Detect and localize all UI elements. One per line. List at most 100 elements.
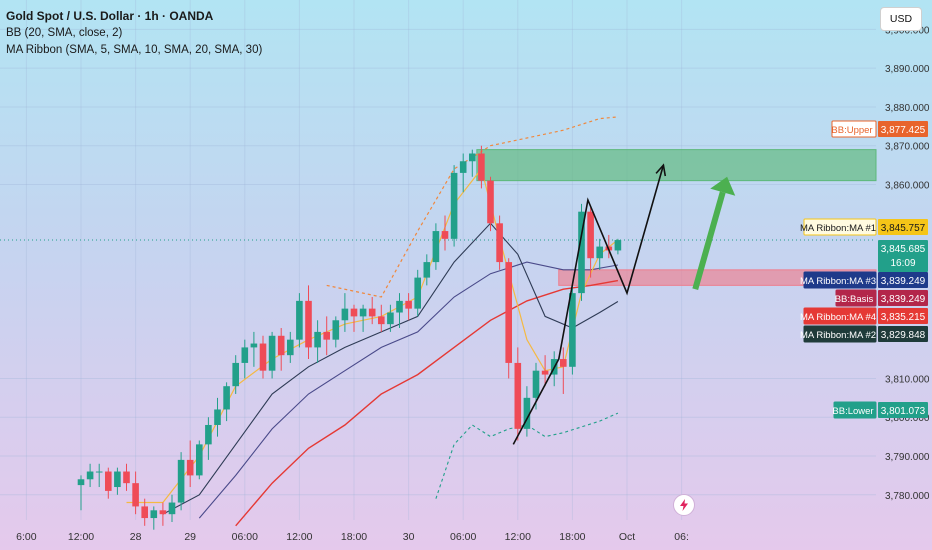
projection-arrowhead — [655, 163, 667, 177]
candle-body — [450, 172, 458, 239]
price-tick-label: 3,880.000 — [885, 103, 930, 114]
candle-body — [287, 339, 294, 356]
price-tick-label: 3,890.000 — [885, 64, 930, 75]
time-tick-label: 06: — [674, 531, 689, 543]
candle-body — [241, 347, 249, 363]
projection-path — [512, 164, 665, 445]
bullish-arrow-shaft — [692, 191, 726, 291]
price-label-value: 3,839.249 — [881, 276, 926, 287]
time-tick-label: 06:00 — [232, 531, 258, 543]
candle-body — [532, 370, 540, 398]
chart-legend: Gold Spot / U.S. Dollar · 1h · OANDA BB … — [6, 8, 262, 59]
candle-body — [459, 161, 467, 173]
price-label-value-box — [878, 402, 928, 418]
price-label-name: BB:Upper — [831, 125, 872, 136]
ma4-line — [235, 279, 619, 527]
price-label: BB:Lower 3,801.073 — [832, 401, 928, 419]
candle-body — [441, 231, 449, 239]
flash-icon[interactable] — [673, 494, 695, 516]
candle-body — [223, 386, 230, 410]
candles — [77, 145, 622, 530]
price-label: MA Ribbon:MA #4 3,835.215 — [800, 307, 928, 325]
price-label-name-box — [835, 289, 877, 307]
candle-body — [259, 343, 267, 371]
price-label-name-box — [803, 271, 877, 289]
candle-body — [177, 459, 185, 503]
candle-body — [86, 471, 94, 480]
price-tick-label: 3,810.000 — [885, 374, 930, 385]
candle-body — [159, 510, 167, 515]
price-label-name: MA Ribbon:MA #1 — [800, 223, 876, 234]
price-label: MA Ribbon:MA #2 3,829.848 — [800, 325, 928, 343]
price-label-name: MA Ribbon:MA #4 — [800, 312, 876, 323]
time-tick-label: 6:00 — [16, 531, 37, 543]
candle-body — [186, 459, 194, 476]
candle-body — [478, 153, 485, 181]
symbol-title[interactable]: Gold Spot / U.S. Dollar · 1h · OANDA — [6, 9, 214, 23]
price-tick-label: 3,800.000 — [885, 413, 930, 424]
candle-body — [214, 409, 221, 425]
price-label-name-box — [831, 120, 877, 138]
price-label-name-box — [803, 218, 877, 236]
time-tick-label: 29 — [184, 531, 196, 543]
ma3-line — [198, 261, 618, 519]
bb-indicator-label[interactable]: BB (20, SMA, close, 2) — [6, 27, 123, 39]
candle-body — [196, 444, 203, 476]
candle-body — [168, 502, 176, 515]
price-label-value-box — [878, 219, 928, 235]
price-label-value: 3,845.757 — [881, 223, 926, 234]
time-tick-label: 18:00 — [559, 531, 585, 543]
price-label-value: 3,835.215 — [881, 312, 926, 323]
candle-body — [432, 231, 440, 263]
candle-body — [469, 153, 476, 162]
lightning-bolt-icon — [680, 499, 688, 511]
candle-body — [541, 370, 549, 375]
target-zone — [476, 149, 877, 182]
price-label-value: 3,845.685 — [881, 244, 926, 255]
candle-body — [95, 471, 103, 473]
candle-body — [277, 335, 285, 356]
candle-body — [114, 471, 121, 488]
price-tick-label: 3,860.000 — [885, 181, 930, 192]
price-label-value-box — [878, 272, 928, 288]
price-label-value-box — [878, 326, 928, 342]
price-label-name: MA Ribbon:MA #3 — [800, 276, 876, 287]
candle-body — [396, 300, 403, 313]
candle-body — [578, 211, 585, 294]
currency-button[interactable]: USD — [880, 7, 922, 31]
candle-body — [423, 262, 431, 278]
candle-body — [232, 362, 239, 387]
candle-body — [105, 471, 112, 491]
candle-body — [378, 316, 385, 325]
candle-body — [341, 308, 349, 321]
candle-body — [496, 223, 503, 263]
candle-body — [205, 424, 212, 445]
candle-body — [141, 506, 148, 519]
price-label-value-box — [878, 290, 928, 306]
candle-body — [359, 308, 367, 317]
ma-ribbon-indicator-label[interactable]: MA Ribbon (SMA, 5, SMA, 10, SMA, 20, SMA… — [6, 44, 263, 56]
candle-body — [405, 300, 412, 309]
price-label-name-box — [803, 307, 877, 325]
price-tick-label: 3,780.000 — [885, 491, 930, 502]
candle-body — [305, 300, 312, 348]
time-axis: 6:00 12:00 28 29 06:00 12:00 18:00 30 06:00 12:00… — [16, 531, 689, 543]
candle-body — [587, 211, 594, 259]
candle-body — [505, 262, 512, 363]
ma2-line — [162, 222, 619, 515]
candle-body — [296, 300, 303, 340]
price-label-value-box — [878, 121, 928, 137]
candle-body — [250, 343, 258, 348]
candle-body — [314, 331, 321, 348]
time-tick-label: 18:00 — [341, 531, 367, 543]
candle-body — [487, 180, 494, 224]
time-tick-label: 30 — [403, 531, 415, 543]
price-label-name: BB:Lower — [832, 406, 873, 417]
candle-body — [614, 240, 622, 251]
price-tick-label: 3,790.000 — [885, 452, 930, 463]
price-label-value: 3,829.848 — [881, 330, 926, 341]
time-tick-label: 12:00 — [505, 531, 531, 543]
time-tick-label: 28 — [130, 531, 142, 543]
